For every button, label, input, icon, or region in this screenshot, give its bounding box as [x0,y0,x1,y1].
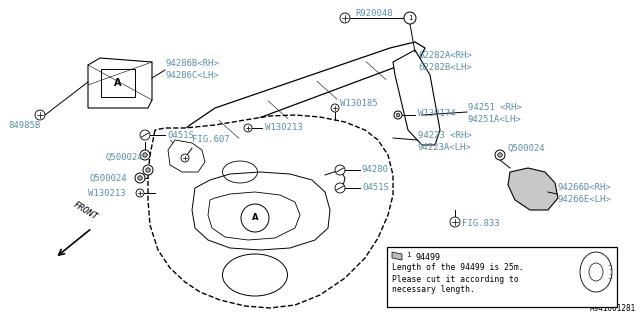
Text: 62282A<RH>: 62282A<RH> [418,51,472,60]
Circle shape [140,150,150,160]
Text: 94266E<LH>: 94266E<LH> [558,196,612,204]
Text: 94223A<LH>: 94223A<LH> [418,142,472,151]
Circle shape [450,217,460,227]
Circle shape [331,104,339,112]
Circle shape [495,150,505,160]
Text: 94251 <RH>: 94251 <RH> [468,103,522,113]
Text: FRONT: FRONT [71,200,99,222]
Text: Q500024: Q500024 [90,173,127,182]
Text: 94280: 94280 [362,165,389,174]
Circle shape [498,153,502,157]
Polygon shape [393,50,440,145]
FancyBboxPatch shape [387,247,617,307]
Circle shape [241,204,269,232]
Text: 94251A<LH>: 94251A<LH> [468,116,522,124]
Text: 94286C<LH>: 94286C<LH> [165,70,219,79]
Text: FIG.833: FIG.833 [462,220,500,228]
Text: W130213: W130213 [88,188,125,197]
Text: 1: 1 [406,252,410,258]
Text: 62282B<LH>: 62282B<LH> [418,62,472,71]
Text: W130174: W130174 [418,108,456,117]
Circle shape [135,173,145,183]
Text: A941001281: A941001281 [589,304,636,313]
Polygon shape [508,168,558,210]
Circle shape [335,183,345,193]
Circle shape [143,165,153,175]
Ellipse shape [580,252,612,292]
Circle shape [146,168,150,172]
Polygon shape [392,252,402,260]
Circle shape [35,110,45,120]
Polygon shape [88,58,152,108]
Circle shape [244,124,252,132]
Text: 94266D<RH>: 94266D<RH> [558,183,612,193]
Text: necessary length.: necessary length. [392,285,475,294]
Text: W130213: W130213 [265,124,303,132]
Text: 94223 <RH>: 94223 <RH> [418,131,472,140]
Circle shape [335,165,345,175]
Circle shape [394,111,402,119]
Text: 94286B<RH>: 94286B<RH> [165,59,219,68]
Circle shape [403,250,413,260]
Circle shape [140,130,150,140]
Text: 1: 1 [408,15,412,21]
Text: W130185: W130185 [340,99,378,108]
Text: Q500024: Q500024 [105,153,143,162]
Circle shape [396,113,400,117]
Circle shape [181,154,189,162]
Polygon shape [148,115,393,308]
Text: 0451S: 0451S [362,183,389,193]
Circle shape [136,189,144,197]
Text: R920048: R920048 [355,9,392,18]
Text: Q500024: Q500024 [508,143,546,153]
Polygon shape [160,42,425,162]
Polygon shape [168,140,205,172]
Text: FIG.607: FIG.607 [192,135,230,145]
Text: 84985B: 84985B [8,121,40,130]
Text: A: A [115,78,122,88]
Circle shape [340,13,350,23]
Text: Please cut it according to: Please cut it according to [392,275,519,284]
Circle shape [404,12,416,24]
Circle shape [138,176,142,180]
Text: 0451S: 0451S [167,131,194,140]
Circle shape [143,153,147,157]
Text: 94499: 94499 [416,252,441,261]
Text: A: A [252,213,259,222]
Text: Length of the 94499 is 25m.: Length of the 94499 is 25m. [392,263,524,273]
